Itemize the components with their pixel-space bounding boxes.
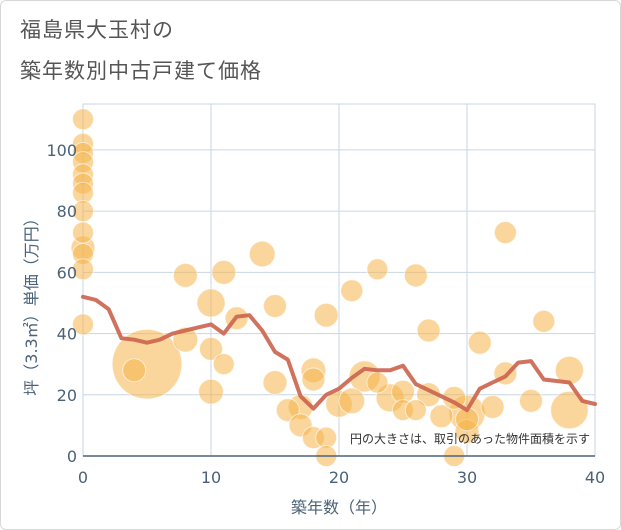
y-tick-label: 20 (57, 386, 77, 405)
bubble-point (493, 221, 517, 245)
chart-title-line1: 福島県大玉村の (20, 18, 174, 42)
bubble-point (196, 288, 226, 318)
y-tick-label: 40 (57, 325, 77, 344)
bubble-point (248, 240, 276, 268)
bubble-point (429, 404, 454, 429)
bubble-point (72, 313, 94, 336)
trend-line (81, 294, 597, 413)
trend-line-group (81, 294, 597, 413)
bubble-point (72, 181, 94, 204)
x-tick-label: 30 (457, 468, 477, 487)
bubble-point (198, 336, 224, 361)
bubble-point (338, 387, 366, 415)
axes: 0 10 20 30 40 0 20 40 60 80 100 (46, 141, 605, 487)
x-tick-label: 40 (585, 468, 605, 487)
bubble-point (72, 258, 94, 281)
bubble-point (518, 388, 544, 413)
bubble-point (72, 108, 94, 131)
bubble-point (403, 263, 428, 288)
bubble-point (262, 294, 288, 319)
bubble-point (111, 328, 183, 400)
y-tick-label: 80 (57, 202, 77, 221)
bubble-point (480, 395, 505, 420)
x-tick-label: 10 (201, 468, 221, 487)
bubble-point (301, 367, 326, 392)
x-tick-label: 0 (78, 468, 88, 487)
bubble-point (340, 279, 364, 303)
bubble-point (366, 371, 389, 394)
bubble-point (550, 390, 589, 430)
y-tick-label: 0 (67, 447, 77, 466)
bubble-point (262, 370, 288, 396)
bubble-point (416, 318, 441, 343)
bubble-size-note: 円の大きさは、取引のあった物件面積を示す (350, 431, 590, 446)
bubble-point (198, 378, 224, 405)
bubble-point (122, 358, 147, 383)
bubble-point (532, 309, 556, 333)
y-tick-label: 60 (57, 263, 77, 282)
bubble-point (366, 258, 389, 281)
chart-title-line2: 築年数別中古戸建て価格 (20, 59, 262, 83)
x-axis-label: 築年数（年） (291, 498, 387, 517)
bubble-point (315, 426, 338, 449)
bubble-point (313, 302, 339, 328)
x-tick-label: 20 (329, 468, 349, 487)
bubble-point (212, 353, 235, 376)
y-tick-label: 100 (46, 141, 77, 160)
bubble-series (70, 108, 589, 467)
bubble-point (172, 262, 198, 288)
bubble-point (467, 330, 492, 355)
bubble-point (211, 259, 237, 285)
y-axis-label: 坪（3.3㎡）単価（万円） (22, 210, 41, 395)
bubble-point (72, 221, 94, 244)
bubble-point (404, 399, 427, 422)
